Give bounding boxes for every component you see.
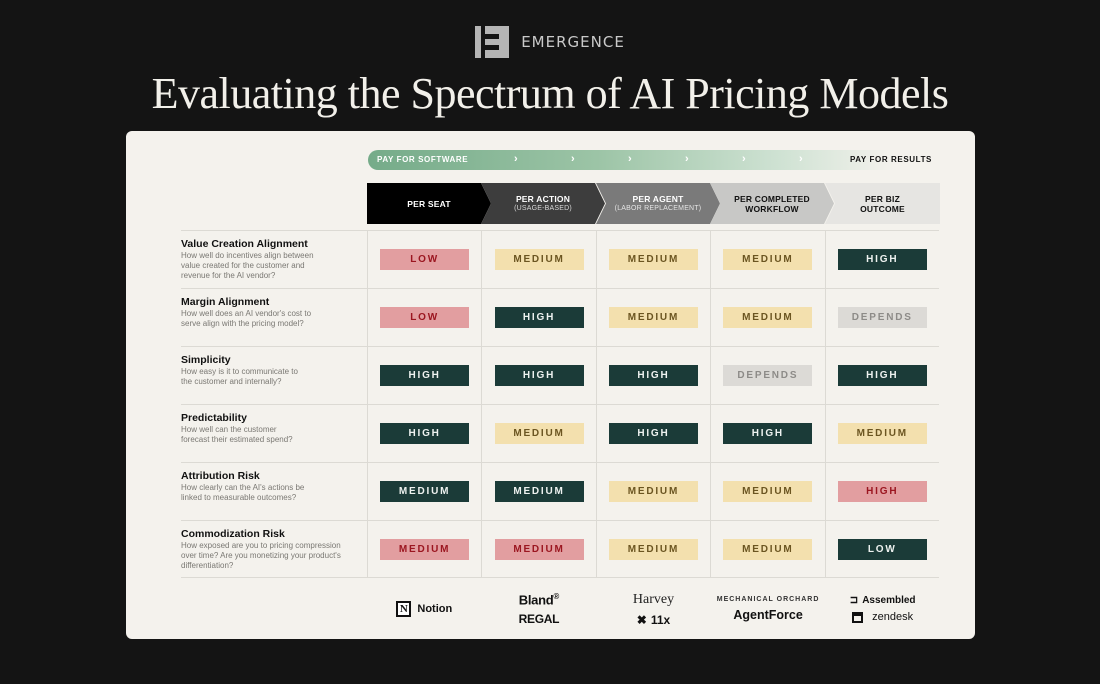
row-label: Predictability How well can the customer… xyxy=(181,405,367,462)
chevron-right-icon: › xyxy=(571,153,575,165)
rating-badge: DEPENDS xyxy=(837,307,927,328)
spectrum-right-label: PAY FOR RESULTS xyxy=(849,155,932,164)
comparison-card: PAY FOR SOFTWARE › › › › › › PAY FOR RES… xyxy=(126,131,975,639)
rating-badge: MEDIUM xyxy=(723,307,813,328)
rating-badge: MEDIUM xyxy=(380,481,470,502)
rating-badge: HIGH xyxy=(837,481,927,502)
assembled-logo: ⊐ Assembled xyxy=(849,595,916,606)
assembled-logo-icon: ⊐ xyxy=(849,595,859,606)
column-header-per-agent: PER AGENT (LABOR REPLACEMENT) xyxy=(596,183,720,224)
criterion-title: Simplicity xyxy=(181,354,231,366)
criterion-description: How exposed are you to pricing compressi… xyxy=(181,541,341,570)
pricing-spectrum-bar: PAY FOR SOFTWARE › › › › › › PAY FOR RES… xyxy=(368,150,940,170)
rating-badge: MEDIUM xyxy=(380,538,470,560)
regal-logo: REGAL xyxy=(518,612,560,627)
rating-badge: MEDIUM xyxy=(608,307,698,328)
rating-badge: DEPENDS xyxy=(723,365,813,386)
criterion-description: How well does an AI vendor's cost to ser… xyxy=(181,309,312,328)
chevron-right-icon: › xyxy=(685,153,689,165)
criterion-description: How well can the customer forecast their… xyxy=(181,425,293,444)
rating-badge: MEDIUM xyxy=(837,423,927,444)
criterion-title: Commodization Risk xyxy=(181,528,285,540)
rating-badge: MEDIUM xyxy=(723,538,813,560)
logo-column-per-seat: N Notion xyxy=(367,586,482,632)
rating-badge: MEDIUM xyxy=(608,249,698,270)
column-header-per-seat: PER SEAT xyxy=(367,183,491,224)
rating-badge: MEDIUM xyxy=(608,481,698,502)
rating-badge: HIGH xyxy=(494,365,584,386)
11x-logo: ✖ 11x xyxy=(636,612,671,627)
rating-badge: MEDIUM xyxy=(723,249,813,270)
brand-name: EMERGENCE xyxy=(521,33,625,51)
page-title: Evaluating the Spectrum of AI Pricing Mo… xyxy=(151,69,949,118)
rating-badge: MEDIUM xyxy=(494,538,584,560)
rating-badge: MEDIUM xyxy=(494,481,584,502)
rating-badge: HIGH xyxy=(723,423,813,444)
table-row: Commodization Risk How exposed are you t… xyxy=(181,520,939,578)
rating-badge: LOW xyxy=(380,249,470,270)
criterion-title: Value Creation Alignment xyxy=(181,238,308,250)
11x-logo-icon: ✖ xyxy=(636,612,647,627)
criterion-title: Attribution Risk xyxy=(181,470,260,482)
row-label: Simplicity How easy is it to communicate… xyxy=(181,347,367,404)
zendesk-logo: zendesk xyxy=(852,611,913,623)
logo-column-per-agent: Harvey ✖ 11x xyxy=(596,586,711,632)
spectrum-left-label: PAY FOR SOFTWARE xyxy=(377,155,469,164)
rating-badge: HIGH xyxy=(494,307,584,328)
rating-badge: HIGH xyxy=(380,365,470,386)
rating-badge: LOW xyxy=(837,538,927,560)
emergence-logo-icon xyxy=(475,26,511,58)
rating-badge: HIGH xyxy=(837,365,927,386)
criterion-title: Margin Alignment xyxy=(181,296,270,308)
column-header-per-biz-outcome: PER BIZ OUTCOME xyxy=(825,183,940,224)
table-row: Margin Alignment How well does an AI ven… xyxy=(181,288,939,346)
notion-logo-icon: N xyxy=(396,601,412,617)
notion-logo: N Notion xyxy=(396,601,452,617)
rating-badge: MEDIUM xyxy=(608,538,698,560)
evaluation-grid: Value Creation Alignment How well do inc… xyxy=(181,230,939,578)
chevron-right-icon: › xyxy=(514,153,518,165)
table-row: Value Creation Alignment How well do inc… xyxy=(181,230,939,288)
logo-column-per-workflow: MECHANICAL ORCHARD AgentForce xyxy=(711,586,826,632)
rating-badge: HIGH xyxy=(608,423,698,444)
rating-badge: MEDIUM xyxy=(723,481,813,502)
rating-badge: HIGH xyxy=(608,365,698,386)
row-label: Margin Alignment How well does an AI ven… xyxy=(181,289,367,346)
row-label: Value Creation Alignment How well do inc… xyxy=(181,231,367,288)
example-companies: N Notion Bland® REGAL Harvey ✖ 11x MECHA… xyxy=(367,586,940,632)
pricing-model-headers: PER SEAT PER ACTION (USAGE-BASED) PER AG… xyxy=(367,183,940,224)
table-row: Attribution Risk How clearly can the AI'… xyxy=(181,462,939,520)
agentforce-logo: AgentForce xyxy=(733,608,803,622)
chevron-right-icon: › xyxy=(799,153,803,165)
row-label: Attribution Risk How clearly can the AI'… xyxy=(181,463,367,520)
criterion-title: Predictability xyxy=(181,412,247,424)
chevron-right-icon: › xyxy=(742,153,746,165)
row-label: Commodization Risk How exposed are you t… xyxy=(181,521,367,577)
column-header-per-action: PER ACTION (USAGE-BASED) xyxy=(481,183,605,224)
bland-logo: Bland® xyxy=(518,591,560,608)
table-row: Predictability How well can the customer… xyxy=(181,404,939,462)
rating-badge: MEDIUM xyxy=(494,423,584,444)
mechanical-orchard-logo: MECHANICAL ORCHARD xyxy=(716,596,820,603)
harvey-logo: Harvey xyxy=(632,591,675,607)
zendesk-logo-icon xyxy=(852,611,864,623)
rating-badge: LOW xyxy=(380,307,470,328)
brand-header: EMERGENCE xyxy=(0,26,1100,58)
rating-badge: HIGH xyxy=(380,423,470,444)
table-row: Simplicity How easy is it to communicate… xyxy=(181,346,939,404)
criterion-description: How easy is it to communicate to the cus… xyxy=(181,367,298,386)
logo-column-per-outcome: ⊐ Assembled zendesk xyxy=(825,586,940,632)
logo-column-per-action: Bland® REGAL xyxy=(482,586,597,632)
chevron-right-icon: › xyxy=(628,153,632,165)
column-header-per-completed-workflow: PER COMPLETED WORKFLOW xyxy=(710,183,834,224)
rating-badge: MEDIUM xyxy=(494,249,584,270)
criterion-description: How well do incentives align between val… xyxy=(181,251,314,280)
criterion-description: How clearly can the AI's actions be link… xyxy=(181,483,305,502)
rating-badge: HIGH xyxy=(837,249,927,270)
